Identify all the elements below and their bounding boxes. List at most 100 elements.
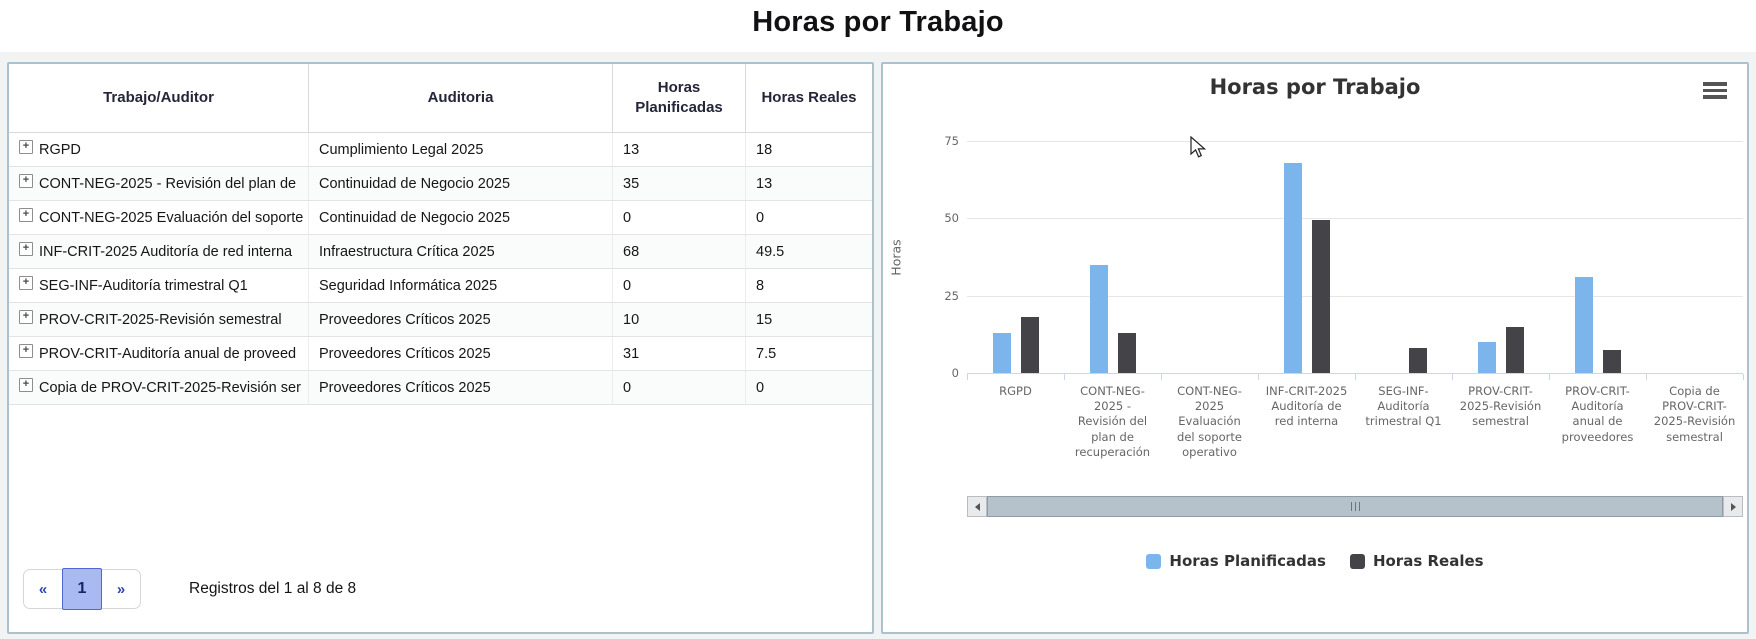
legend-item[interactable]: Horas Reales — [1349, 552, 1484, 570]
cell-auditoria: Infraestructura Crítica 2025 — [309, 235, 613, 268]
pager-next-button[interactable]: » — [102, 570, 140, 608]
x-axis-label: CONT-NEG-2025 Evaluación del soporte ope… — [1177, 384, 1242, 459]
category-cell — [967, 141, 1064, 373]
bar-horas-reales[interactable] — [1021, 317, 1039, 373]
x-axis-label: PROV-CRIT-Auditoría anual de proveedores — [1561, 384, 1634, 444]
plot-area: 0 25 50 75 RGPD CONT-NEG-2025 - Revisión del … — [944, 134, 1744, 459]
cell-auditoria: Seguridad Informática 2025 — [309, 269, 613, 302]
cell-horas-reales: 8 — [756, 277, 765, 294]
table-panel: Trabajo/Auditor Auditoria Horas Planific… — [7, 62, 874, 634]
column-header-trabajo[interactable]: Trabajo/Auditor — [9, 64, 309, 132]
x-axis-label: RGPD — [999, 384, 1032, 398]
cell-horas-reales: 15 — [756, 311, 773, 328]
scroll-left-button[interactable] — [967, 496, 987, 517]
cell-horas-reales: 49.5 — [756, 243, 785, 260]
cell-trabajo: + Copia de PROV-CRIT-2025-Revisión ser — [9, 371, 309, 404]
pagination: « 1 » Registros del 1 al 8 de 8 — [23, 568, 357, 610]
expand-icon[interactable]: + — [19, 309, 33, 324]
expand-icon[interactable]: + — [19, 139, 33, 154]
x-axis-tick — [1549, 374, 1550, 380]
bar-horas-planificadas[interactable] — [1575, 277, 1593, 373]
category-cell — [1064, 141, 1161, 373]
table-row[interactable]: + RGPD Cumplimiento Legal 2025 13 18 — [9, 133, 872, 167]
bar-horas-planificadas[interactable] — [993, 333, 1011, 373]
x-axis-tick — [1743, 374, 1744, 380]
scroll-right-button[interactable] — [1723, 496, 1743, 517]
expand-icon[interactable]: + — [19, 377, 33, 392]
x-axis-tick — [1064, 374, 1065, 380]
table-row[interactable]: + SEG-INF-Auditoría trimestral Q1 Segurida… — [9, 269, 872, 303]
bar-horas-reales[interactable] — [1603, 350, 1621, 373]
expand-icon[interactable]: + — [19, 173, 33, 188]
x-axis-label: INF-CRIT-2025 Auditoría de red interna — [1265, 384, 1348, 429]
expand-icon[interactable]: + — [19, 207, 33, 222]
table-row[interactable]: + PROV-CRIT-2025-Revisión semestral Provee… — [9, 303, 872, 337]
x-axis-tick — [1258, 374, 1259, 380]
cell-trabajo: + SEG-INF-Auditoría trimestral Q1 — [9, 269, 309, 302]
table-body: + RGPD Cumplimiento Legal 2025 13 18 + CONT-NE… — [9, 133, 872, 405]
x-axis-label: CONT-NEG-2025 - Revisión del plan de rec… — [1074, 384, 1151, 459]
x-axis-tick — [1161, 374, 1162, 380]
cell-trabajo: + PROV-CRIT-2025-Revisión semestral — [9, 303, 309, 336]
page-header: Horas por Trabajo — [0, 0, 1756, 52]
x-axis-tick — [1646, 374, 1647, 380]
pager-prev-button[interactable]: « — [24, 570, 62, 608]
expand-icon[interactable]: + — [19, 343, 33, 358]
cell-horas-reales: 18 — [756, 141, 773, 158]
cell-horas-reales: 0 — [756, 379, 765, 396]
x-axis-line — [967, 373, 1743, 374]
cell-auditoria: Proveedores Críticos 2025 — [309, 303, 613, 336]
bar-horas-planificadas[interactable] — [1284, 163, 1302, 373]
y-tick-label: 50 — [944, 211, 959, 226]
bar-horas-reales[interactable] — [1312, 220, 1330, 373]
cell-trabajo: + CONT-NEG-2025 - Revisión del plan de — [9, 167, 309, 200]
cell-trabajo: + PROV-CRIT-Auditoría anual de proveed — [9, 337, 309, 370]
category-cell — [1161, 141, 1258, 373]
y-axis-title: Horas — [888, 239, 904, 276]
pager-page-1-button[interactable]: 1 — [62, 568, 102, 610]
bar-horas-reales[interactable] — [1118, 333, 1136, 373]
chart-horizontal-scrollbar[interactable] — [967, 496, 1743, 517]
cell-auditoria: Continuidad de Negocio 2025 — [309, 167, 613, 200]
gridline — [967, 295, 1743, 297]
legend-swatch-icon — [1349, 553, 1365, 569]
column-header-horas-planificadas[interactable]: Horas Planificadas — [613, 64, 746, 132]
x-axis-tick — [967, 374, 968, 380]
cell-horas-reales: 7.5 — [756, 345, 777, 362]
cell-trabajo: + RGPD — [9, 133, 309, 166]
legend-swatch-icon — [1146, 553, 1162, 569]
column-header-auditoria[interactable]: Auditoria — [309, 64, 613, 132]
category-cell — [1355, 141, 1452, 373]
cell-auditoria: Cumplimiento Legal 2025 — [309, 133, 613, 166]
column-header-horas-reales[interactable]: Horas Reales — [761, 88, 857, 106]
table-row[interactable]: + CONT-NEG-2025 - Revisión del plan de Con… — [9, 167, 872, 201]
category-cell — [1646, 141, 1743, 373]
cell-horas-planificadas: 0 — [613, 371, 746, 404]
gridline — [967, 218, 1743, 220]
cell-trabajo: + INF-CRIT-2025 Auditoría de red interna — [9, 235, 309, 268]
bar-horas-reales[interactable] — [1506, 327, 1524, 373]
chart-legend: Horas Planificadas Horas Reales — [883, 552, 1747, 570]
x-axis-tick — [1355, 374, 1356, 380]
table-row[interactable]: + PROV-CRIT-Auditoría anual de proveed Pro… — [9, 337, 872, 371]
table-row[interactable]: + CONT-NEG-2025 Evaluación del soporte Con… — [9, 201, 872, 235]
category-cell — [1258, 141, 1355, 373]
chart-panel: Horas por Trabajo Horas 0 25 50 75 RGPD CONT-… — [881, 62, 1749, 634]
y-tick-label: 75 — [944, 134, 959, 148]
expand-icon[interactable]: + — [19, 241, 33, 256]
pager-group: « 1 » — [23, 568, 141, 610]
records-summary: Registros del 1 al 8 de 8 — [189, 580, 357, 597]
legend-item[interactable]: Horas Planificadas — [1146, 552, 1326, 570]
table-row[interactable]: + Copia de PROV-CRIT-2025-Revisión ser Pro… — [9, 371, 872, 405]
legend-label: Horas Planificadas — [1169, 552, 1326, 570]
table-row[interactable]: + INF-CRIT-2025 Auditoría de red interna I… — [9, 235, 872, 269]
page-title: Horas por Trabajo — [752, 6, 1004, 38]
y-tick-label: 25 — [944, 288, 959, 303]
expand-icon[interactable]: + — [19, 275, 33, 290]
bar-horas-planificadas[interactable] — [1090, 265, 1108, 373]
hamburger-icon[interactable] — [1703, 82, 1727, 99]
bar-horas-reales[interactable] — [1409, 348, 1427, 373]
bar-horas-planificadas[interactable] — [1478, 342, 1496, 373]
scrollbar-thumb[interactable] — [987, 496, 1723, 517]
right-arrow-icon — [1730, 502, 1736, 511]
